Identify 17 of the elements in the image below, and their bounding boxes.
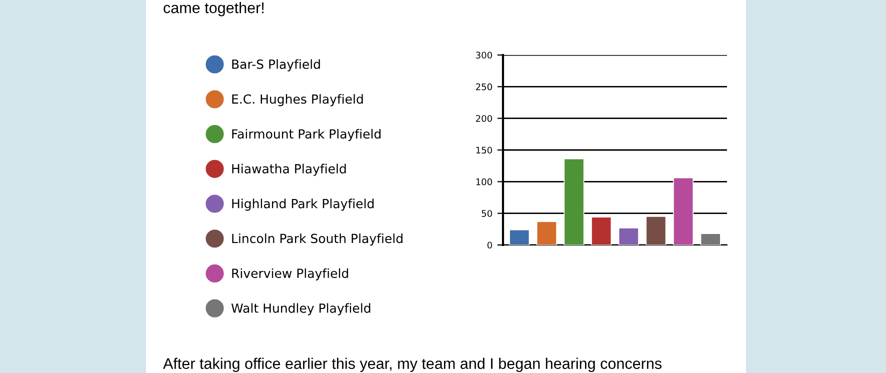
legend-label: Hiawatha Playfield — [232, 164, 346, 176]
legend-label: Highland Park Playfield — [232, 198, 374, 211]
y-tick-label: 250 — [476, 83, 492, 90]
y-tick-label: 100 — [476, 178, 492, 186]
y-tick-label: 0 — [487, 242, 492, 249]
text: After taking office earlier this year, my team and I began hearing concerns — [163, 358, 662, 372]
legend-label: Riverview Playfield — [232, 268, 348, 280]
y-tick-label: 150 — [476, 146, 492, 154]
legend-label: Walt Hundley Playfield — [231, 303, 370, 316]
y-tick-label: 50 — [482, 210, 492, 217]
legend-label: Lincoln Park South Playfield — [232, 233, 402, 246]
y-tick-label: 200 — [476, 115, 492, 122]
text: came together! — [164, 2, 264, 16]
legend-label: Bar-S Playfield — [232, 59, 320, 72]
y-tick-label: 300 — [476, 52, 492, 59]
legend-label: E.C. Hughes Playfield — [232, 94, 363, 106]
legend-label: Fairmount Park Playfield — [232, 128, 381, 142]
